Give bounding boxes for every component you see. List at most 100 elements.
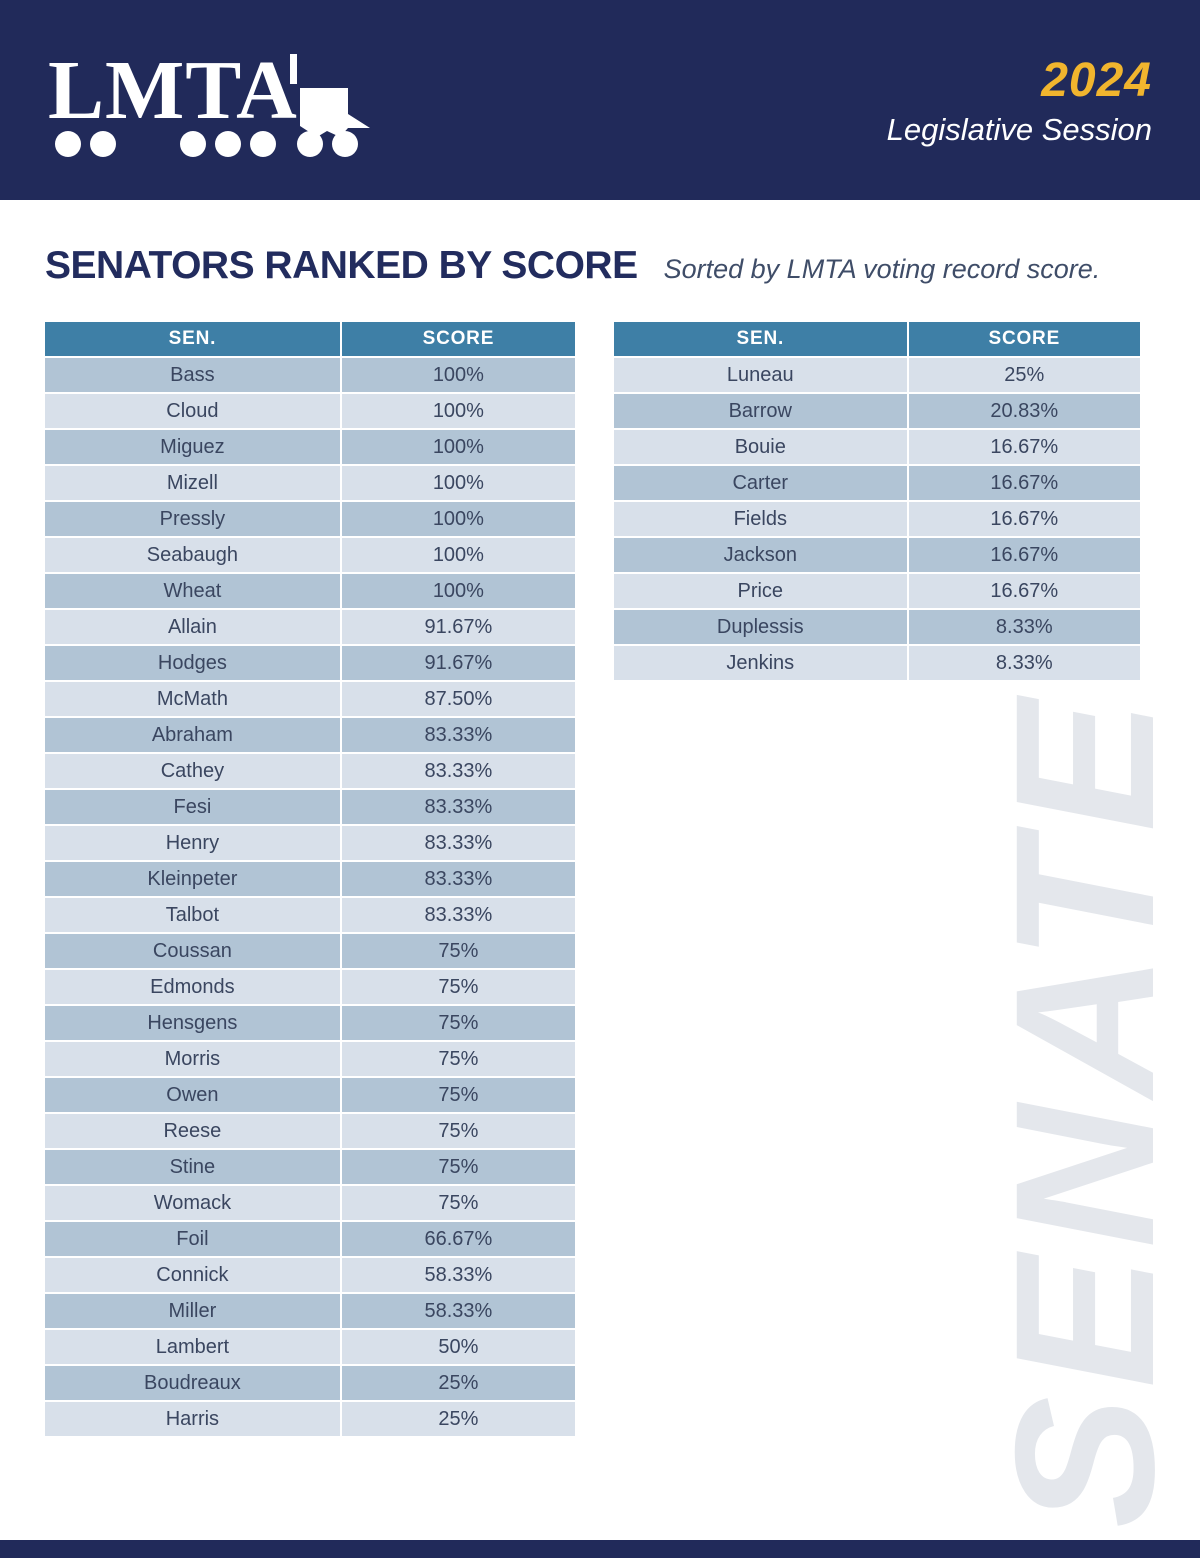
senator-name-cell: Lambert (45, 1330, 342, 1366)
senator-name-cell: McMath (45, 682, 342, 718)
wheel-icon (55, 131, 81, 157)
table-header-row: SEN. SCORE (614, 322, 1140, 358)
table-row: Carter 16.67% (614, 466, 1140, 502)
score-cell: 16.67% (908, 574, 1140, 610)
table-row: Bass 100% (45, 358, 575, 394)
table-row: Luneau 25% (614, 358, 1140, 394)
senator-name-cell: Cathey (45, 754, 342, 790)
table-row: Cloud 100% (45, 394, 575, 430)
score-cell: 16.67% (908, 430, 1140, 466)
senator-name-cell: Stine (45, 1150, 342, 1186)
table-row: McMath 87.50% (45, 682, 575, 718)
senator-name-cell: Kleinpeter (45, 862, 342, 898)
table-row: Boudreaux 25% (45, 1366, 575, 1402)
table-row: Coussan 75% (45, 934, 575, 970)
header-bar: LMTA 2024 Legislative Session (0, 0, 1200, 200)
table-row: Seabaugh 100% (45, 538, 575, 574)
table-row: Womack 75% (45, 1186, 575, 1222)
score-cell: 75% (341, 1078, 575, 1114)
senator-name-cell: Connick (45, 1258, 342, 1294)
score-cell: 16.67% (908, 502, 1140, 538)
senators-table-right: SEN. SCORE Luneau 25% Barrow 20.83% Bouie 16.… (614, 322, 1140, 682)
score-cell: 58.33% (341, 1294, 575, 1330)
column-header-senator: SEN. (614, 322, 909, 358)
senators-table-right-wrap: SEN. SCORE Luneau 25% Barrow 20.83% Bouie 16.… (614, 322, 1140, 682)
table-row: Allain 91.67% (45, 610, 575, 646)
table-row: Henry 83.33% (45, 826, 575, 862)
senate-watermark: SENATE (974, 691, 1195, 1529)
score-cell: 83.33% (341, 898, 575, 934)
lmta-logo: LMTA (48, 38, 388, 162)
senator-name-cell: Carter (614, 466, 909, 502)
senator-name-cell: Cloud (45, 394, 342, 430)
senators-table-left: SEN. SCORE Bass 100% Cloud 100% Miguez 100% Mi… (45, 322, 575, 1438)
senator-name-cell: Allain (45, 610, 342, 646)
score-cell: 91.67% (341, 610, 575, 646)
senator-name-cell: Womack (45, 1186, 342, 1222)
year-label: 2024 (1041, 53, 1152, 107)
score-cell: 8.33% (908, 646, 1140, 682)
footer-bar (0, 1540, 1200, 1558)
table-row: Kleinpeter 83.33% (45, 862, 575, 898)
score-cell: 100% (341, 538, 575, 574)
table-row: Stine 75% (45, 1150, 575, 1186)
senator-name-cell: Luneau (614, 358, 909, 394)
truck-exhaust-shape (290, 54, 297, 84)
wheel-icon (297, 131, 323, 157)
senator-name-cell: Fields (614, 502, 909, 538)
table-row: Bouie 16.67% (614, 430, 1140, 466)
senator-name-cell: Seabaugh (45, 538, 342, 574)
score-cell: 75% (341, 1150, 575, 1186)
score-cell: 75% (341, 970, 575, 1006)
table-row: Miguez 100% (45, 430, 575, 466)
senator-name-cell: Morris (45, 1042, 342, 1078)
score-cell: 83.33% (341, 718, 575, 754)
score-cell: 66.67% (341, 1222, 575, 1258)
score-cell: 75% (341, 1114, 575, 1150)
score-cell: 100% (341, 394, 575, 430)
table-row: Price 16.67% (614, 574, 1140, 610)
lmta-logo-text: LMTA (48, 44, 298, 137)
senator-name-cell: Mizell (45, 466, 342, 502)
table-row: Wheat 100% (45, 574, 575, 610)
truck-silhouette-icon (300, 88, 370, 137)
table-row: Harris 25% (45, 1402, 575, 1438)
senator-name-cell: Fesi (45, 790, 342, 826)
senator-name-cell: Jenkins (614, 646, 909, 682)
wheel-icon (332, 131, 358, 157)
senator-name-cell: Owen (45, 1078, 342, 1114)
senator-name-cell: Miller (45, 1294, 342, 1330)
senator-name-cell: Wheat (45, 574, 342, 610)
score-cell: 25% (341, 1402, 575, 1438)
score-cell: 75% (341, 1006, 575, 1042)
score-cell: 91.67% (341, 646, 575, 682)
page-subtitle: Sorted by LMTA voting record score. (663, 254, 1101, 284)
senator-name-cell: Boudreaux (45, 1366, 342, 1402)
table-header-row: SEN. SCORE (45, 322, 575, 358)
lmta-logo-graphic: LMTA (48, 44, 370, 157)
table-row: Owen 75% (45, 1078, 575, 1114)
score-cell: 100% (341, 574, 575, 610)
title-row: SENATORS RANKED BY SCORE Sorted by LMTA … (45, 244, 1100, 288)
session-block: 2024 Legislative Session (887, 53, 1152, 148)
column-header-score: SCORE (908, 322, 1140, 358)
wheel-icon (90, 131, 116, 157)
table-row: Jackson 16.67% (614, 538, 1140, 574)
column-header-score: SCORE (341, 322, 575, 358)
score-cell: 8.33% (908, 610, 1140, 646)
score-cell: 50% (341, 1330, 575, 1366)
senator-name-cell: Price (614, 574, 909, 610)
score-cell: 16.67% (908, 538, 1140, 574)
table-row: Fields 16.67% (614, 502, 1140, 538)
score-cell: 100% (341, 502, 575, 538)
table-row: Connick 58.33% (45, 1258, 575, 1294)
score-cell: 100% (341, 358, 575, 394)
table-row: Barrow 20.83% (614, 394, 1140, 430)
table-row: Pressly 100% (45, 502, 575, 538)
table-row: Hensgens 75% (45, 1006, 575, 1042)
senators-table-left-wrap: SEN. SCORE Bass 100% Cloud 100% Miguez 100% Mi… (45, 322, 575, 1438)
senator-name-cell: Reese (45, 1114, 342, 1150)
score-cell: 83.33% (341, 826, 575, 862)
score-cell: 75% (341, 1042, 575, 1078)
table-row: Reese 75% (45, 1114, 575, 1150)
